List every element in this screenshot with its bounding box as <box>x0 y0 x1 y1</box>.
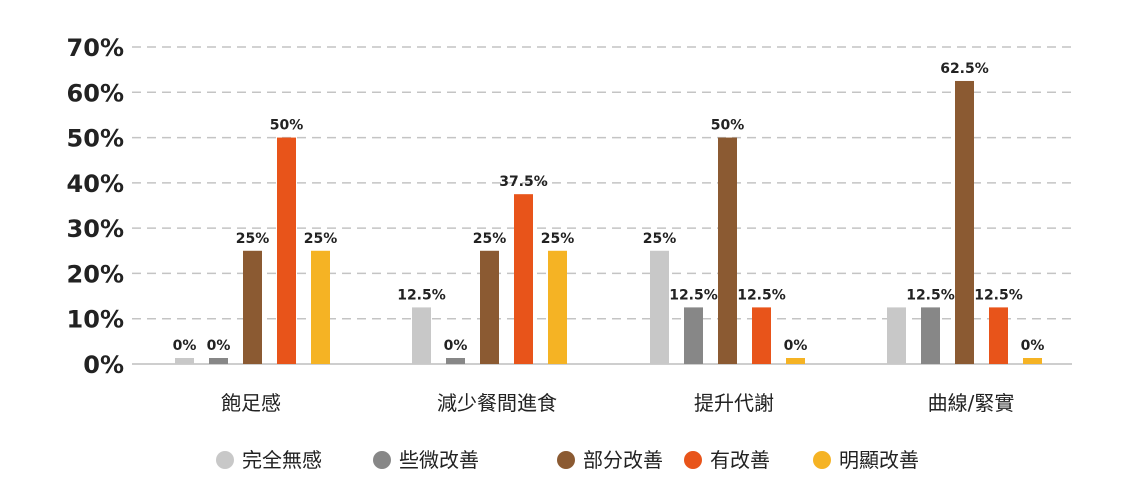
bar <box>989 307 1008 364</box>
data-label: 12.5% <box>669 287 718 303</box>
bar <box>277 137 296 364</box>
x-category-label: 提升代謝 <box>694 391 774 415</box>
legend: 完全無感 些微改善 部分改善 有改善 明顯改善 <box>216 448 919 472</box>
data-label: 25% <box>304 231 338 247</box>
legend-label: 有改善 <box>710 448 770 472</box>
bar <box>650 250 669 364</box>
legend-swatch <box>557 451 575 469</box>
bar <box>684 307 703 364</box>
data-label: 25% <box>236 231 270 247</box>
x-category-label: 減少餐間進食 <box>437 391 557 415</box>
data-label: 62.5% <box>940 61 989 77</box>
data-labels: 0% 0% 25% 50% 25% 12.5% 0% 25% 37.5% 25% 25% 12.5% 5… <box>173 61 1045 354</box>
data-label: 25% <box>643 231 677 247</box>
legend-label: 些微改善 <box>399 448 479 472</box>
bar <box>209 358 228 364</box>
data-label: 12.5% <box>737 287 786 303</box>
y-tick-label: 50% <box>67 125 124 153</box>
y-tick-label: 40% <box>67 170 124 198</box>
y-tick-label: 70% <box>67 34 124 62</box>
legend-swatch <box>373 451 391 469</box>
bar <box>311 250 330 364</box>
y-tick-label: 60% <box>67 79 124 107</box>
bar <box>1023 358 1042 364</box>
bar <box>243 250 262 364</box>
bar <box>718 137 737 364</box>
data-label: 0% <box>173 338 197 354</box>
data-label: 0% <box>444 338 468 354</box>
legend-swatch <box>813 451 831 469</box>
x-category-label: 曲線/緊實 <box>928 391 1015 415</box>
data-label: 12.5% <box>974 287 1023 303</box>
legend-label: 部分改善 <box>583 448 663 472</box>
data-label: 37.5% <box>499 174 548 190</box>
y-axis-ticks: 0% 10% 20% 30% 40% 50% 60% 70% <box>67 34 124 379</box>
bar <box>786 358 805 364</box>
bar <box>921 307 940 364</box>
bar <box>887 307 906 364</box>
bar <box>412 307 431 364</box>
data-label: 25% <box>541 231 575 247</box>
bar <box>480 250 499 364</box>
data-label: 25% <box>473 231 507 247</box>
data-label: 0% <box>207 338 231 354</box>
bar <box>548 250 567 364</box>
bar <box>752 307 771 364</box>
data-label: 50% <box>711 118 745 134</box>
x-axis-categories: 飽足感 減少餐間進食 提升代謝 曲線/緊實 <box>221 391 1014 415</box>
y-tick-label: 30% <box>67 215 124 243</box>
legend-swatch <box>684 451 702 469</box>
y-tick-label: 10% <box>67 306 124 334</box>
y-tick-label: 0% <box>83 351 124 379</box>
data-label: 50% <box>270 118 304 134</box>
bar <box>175 358 194 364</box>
data-label: 0% <box>784 338 808 354</box>
bar <box>446 358 465 364</box>
bar <box>955 80 974 364</box>
legend-label: 完全無感 <box>242 448 322 472</box>
data-label: 12.5% <box>906 287 955 303</box>
data-label: 12.5% <box>397 287 446 303</box>
legend-label: 明顯改善 <box>839 448 919 472</box>
y-tick-label: 20% <box>67 260 124 288</box>
bar <box>514 194 533 364</box>
legend-swatch <box>216 451 234 469</box>
x-category-label: 飽足感 <box>221 391 281 415</box>
data-label: 0% <box>1021 338 1045 354</box>
bars <box>175 80 1042 364</box>
